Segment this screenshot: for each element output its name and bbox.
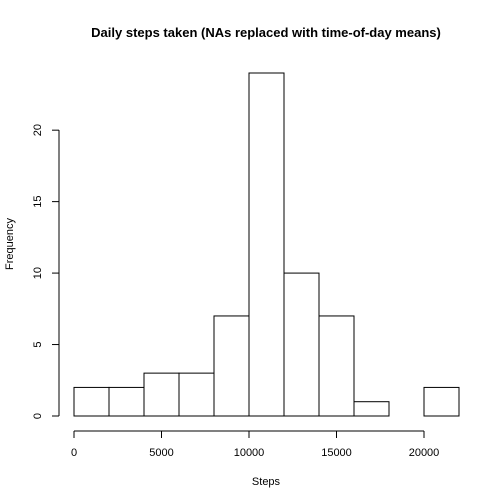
y-tick-label-4: 20 — [32, 124, 44, 136]
x-tick-label-4: 20000 — [409, 447, 440, 459]
y-tick-label-0: 0 — [32, 413, 44, 419]
histogram-bar-10 — [423, 386, 460, 417]
x-tick-label-1: 5000 — [149, 447, 173, 459]
histogram-bar-3 — [178, 372, 215, 417]
histogram-bar-4 — [213, 315, 250, 417]
bars-group — [73, 72, 460, 417]
y-axis: 0 5 10 15 20 — [32, 124, 60, 419]
y-tick-label-1: 5 — [32, 341, 44, 347]
y-tick-label-3: 15 — [32, 196, 44, 208]
y-tick-label-2: 10 — [32, 267, 44, 279]
x-axis-label: Steps — [252, 476, 281, 488]
y-axis-label: Frequency — [4, 218, 16, 270]
x-tick-label-0: 0 — [71, 447, 77, 459]
histogram-bar-8 — [353, 401, 390, 417]
x-axis: 0 5000 10000 15000 20000 — [71, 430, 440, 459]
chart-title: Daily steps taken (NAs replaced with tim… — [91, 25, 441, 40]
histogram-bar-6 — [283, 272, 320, 417]
x-tick-label-2: 10000 — [234, 447, 265, 459]
histogram-bar-7 — [318, 315, 355, 417]
histogram-bar-2 — [143, 372, 180, 417]
histogram-bar-0 — [73, 386, 110, 417]
histogram-bar-5 — [248, 72, 285, 417]
histogram-bar-1 — [108, 386, 145, 417]
x-tick-label-3: 15000 — [321, 447, 352, 459]
